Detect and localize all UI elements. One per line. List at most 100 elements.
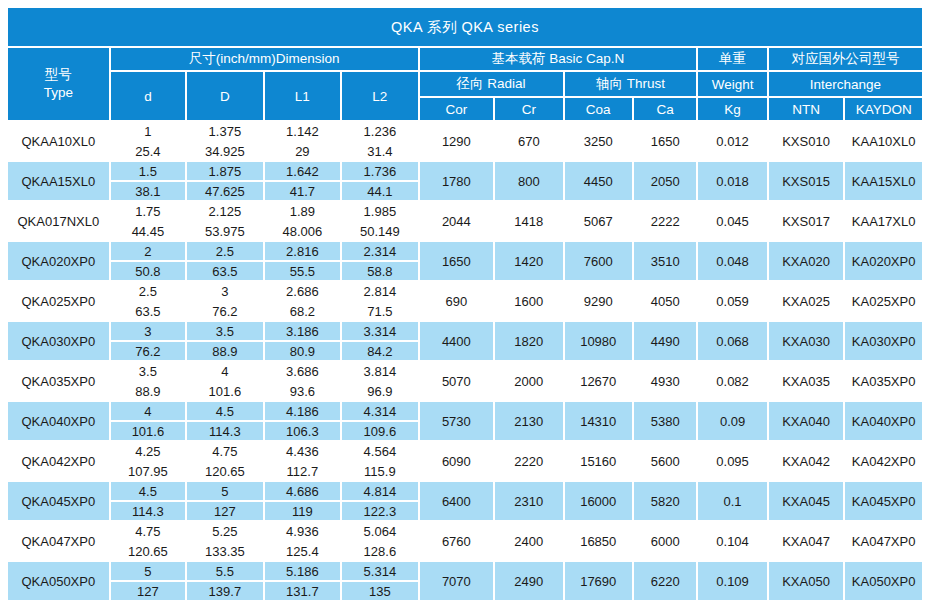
header-type-en: Type bbox=[8, 84, 109, 102]
ntn-cell: KXS015 bbox=[769, 162, 843, 200]
table-row: QKAA15XL01.538.11.87547.6251.64241.71.73… bbox=[8, 162, 922, 200]
header-type: 型号 Type bbox=[8, 48, 109, 120]
table-row: QKA047XP04.75120.655.25133.354.936125.45… bbox=[8, 522, 922, 560]
ntn-cell: KXA025 bbox=[769, 282, 843, 320]
kg-cell: 0.09 bbox=[698, 402, 766, 440]
dim-d: 4101.6 bbox=[111, 402, 185, 440]
ca-cell: 2222 bbox=[634, 202, 696, 240]
dim-D-mm: 133.35 bbox=[187, 542, 262, 560]
dim-L1-mm: 112.7 bbox=[265, 462, 340, 480]
dim-L1-mm: 55.5 bbox=[265, 262, 340, 280]
dim-L1-inch: 3.686 bbox=[265, 362, 340, 382]
type-cell: QKAA15XL0 bbox=[8, 162, 109, 200]
dim-L1-inch: 2.686 bbox=[265, 282, 340, 302]
cor-cell: 6090 bbox=[420, 442, 493, 480]
dim-L2-inch: 5.064 bbox=[342, 522, 417, 542]
dim-L1-inch: 1.642 bbox=[265, 162, 340, 182]
dim-d-inch: 1 bbox=[111, 122, 185, 142]
header-col-cr: Cr bbox=[495, 98, 562, 120]
cor-cell: 5730 bbox=[420, 402, 493, 440]
table-row: QKA025XP02.563.5376.22.68668.22.81471.56… bbox=[8, 282, 922, 320]
cor-cell: 1650 bbox=[420, 242, 493, 280]
dim-L1: 5.186131.7 bbox=[265, 562, 340, 600]
dim-D-mm: 120.65 bbox=[187, 462, 262, 480]
dim-L2-inch: 3.314 bbox=[342, 322, 417, 342]
dim-L1: 4.686119 bbox=[265, 482, 340, 520]
type-cell: QKA042XP0 bbox=[8, 442, 109, 480]
ca-cell: 1650 bbox=[634, 122, 696, 160]
dim-L1-inch: 4.436 bbox=[265, 442, 340, 462]
dim-d: 4.5114.3 bbox=[111, 482, 185, 520]
dim-d: 250.8 bbox=[111, 242, 185, 280]
bearing-spec-table: QKA 系列 QKA series 型号 Type 尺寸(inch/mm)Dim… bbox=[6, 6, 924, 602]
dim-d-mm: 63.5 bbox=[111, 302, 185, 320]
dim-L2-mm: 122.3 bbox=[342, 502, 417, 520]
cor-cell: 690 bbox=[420, 282, 493, 320]
dim-L2-mm: 71.5 bbox=[342, 302, 417, 320]
dim-L1: 3.18680.9 bbox=[265, 322, 340, 360]
dim-d-inch: 3 bbox=[111, 322, 185, 342]
dim-L1-inch: 1.89 bbox=[265, 202, 340, 222]
cr-cell: 1820 bbox=[495, 322, 562, 360]
cor-cell: 1780 bbox=[420, 162, 493, 200]
dim-D: 3.588.9 bbox=[187, 322, 262, 360]
coa-cell: 14310 bbox=[565, 402, 632, 440]
cr-cell: 2490 bbox=[495, 562, 562, 600]
cr-cell: 2220 bbox=[495, 442, 562, 480]
coa-cell: 9290 bbox=[565, 282, 632, 320]
kaydon-cell: KA020XP0 bbox=[845, 242, 922, 280]
dim-d-inch: 4.75 bbox=[111, 522, 185, 542]
header-interchange-en: Interchange bbox=[769, 72, 922, 96]
dim-L2-inch: 4.814 bbox=[342, 482, 417, 502]
cr-cell: 1420 bbox=[495, 242, 562, 280]
dim-L2: 1.98550.149 bbox=[342, 202, 417, 240]
dim-d-mm: 127 bbox=[111, 582, 185, 600]
cr-cell: 1418 bbox=[495, 202, 562, 240]
kg-cell: 0.048 bbox=[698, 242, 766, 280]
kaydon-cell: KA047XP0 bbox=[845, 522, 922, 560]
type-cell: QKA050XP0 bbox=[8, 562, 109, 600]
dim-D: 1.37534.925 bbox=[187, 122, 262, 160]
ntn-cell: KXA040 bbox=[769, 402, 843, 440]
cor-cell: 5070 bbox=[420, 362, 493, 400]
dim-L2: 5.064128.6 bbox=[342, 522, 417, 560]
dim-d: 1.7544.45 bbox=[111, 202, 185, 240]
type-cell: QKA040XP0 bbox=[8, 402, 109, 440]
dim-L2-mm: 109.6 bbox=[342, 422, 417, 440]
kg-cell: 0.1 bbox=[698, 482, 766, 520]
dim-D: 376.2 bbox=[187, 282, 262, 320]
dim-L2-inch: 4.314 bbox=[342, 402, 417, 422]
dim-d-mm: 107.95 bbox=[111, 462, 185, 480]
coa-cell: 16000 bbox=[565, 482, 632, 520]
table-body: QKAA10XL0125.41.37534.9251.142291.23631.… bbox=[8, 122, 922, 600]
dim-d-inch: 4 bbox=[111, 402, 185, 422]
dim-L1-mm: 29 bbox=[265, 142, 340, 160]
dim-L2: 3.31484.2 bbox=[342, 322, 417, 360]
ca-cell: 5380 bbox=[634, 402, 696, 440]
dim-D-inch: 4 bbox=[187, 362, 262, 382]
dim-d: 4.25107.95 bbox=[111, 442, 185, 480]
dim-d-mm: 50.8 bbox=[111, 262, 185, 280]
header-radial: 径向 Radial bbox=[420, 72, 563, 96]
table-row: QKA045XP04.5114.351274.6861194.814122.36… bbox=[8, 482, 922, 520]
dim-D: 2.563.5 bbox=[187, 242, 262, 280]
ntn-cell: KXA045 bbox=[769, 482, 843, 520]
dim-L2-inch: 1.985 bbox=[342, 202, 417, 222]
header-col-ca: Ca bbox=[634, 98, 696, 120]
dim-L2: 2.81471.5 bbox=[342, 282, 417, 320]
dim-L2-mm: 84.2 bbox=[342, 342, 417, 360]
coa-cell: 7600 bbox=[565, 242, 632, 280]
ca-cell: 3510 bbox=[634, 242, 696, 280]
dim-d-inch: 4.25 bbox=[111, 442, 185, 462]
table-row: QKA050XP051275.5139.75.186131.75.3141357… bbox=[8, 562, 922, 600]
kaydon-cell: KAA15XL0 bbox=[845, 162, 922, 200]
kaydon-cell: KAA10XL0 bbox=[845, 122, 922, 160]
dim-L2: 2.31458.8 bbox=[342, 242, 417, 280]
header-weight-cn: 单重 bbox=[698, 48, 766, 70]
kg-cell: 0.059 bbox=[698, 282, 766, 320]
dim-D: 5.25133.35 bbox=[187, 522, 262, 560]
header-basic-cap: 基本载荷 Basic Cap.N bbox=[420, 48, 697, 70]
dim-L1: 1.64241.7 bbox=[265, 162, 340, 200]
coa-cell: 12670 bbox=[565, 362, 632, 400]
dim-L2-inch: 5.314 bbox=[342, 562, 417, 582]
